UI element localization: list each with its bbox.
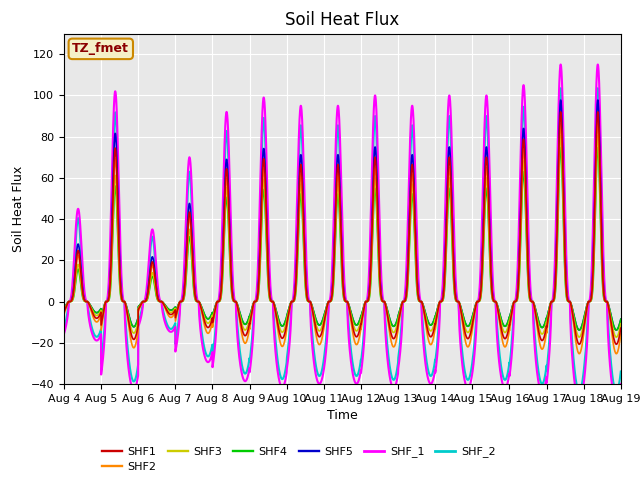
Y-axis label: Soil Heat Flux: Soil Heat Flux <box>12 166 25 252</box>
X-axis label: Time: Time <box>327 409 358 422</box>
Legend: SHF1, SHF2, SHF3, SHF4, SHF5, SHF_1, SHF_2: SHF1, SHF2, SHF3, SHF4, SHF5, SHF_1, SHF… <box>97 442 500 477</box>
Text: TZ_fmet: TZ_fmet <box>72 42 129 55</box>
Title: Soil Heat Flux: Soil Heat Flux <box>285 11 399 29</box>
